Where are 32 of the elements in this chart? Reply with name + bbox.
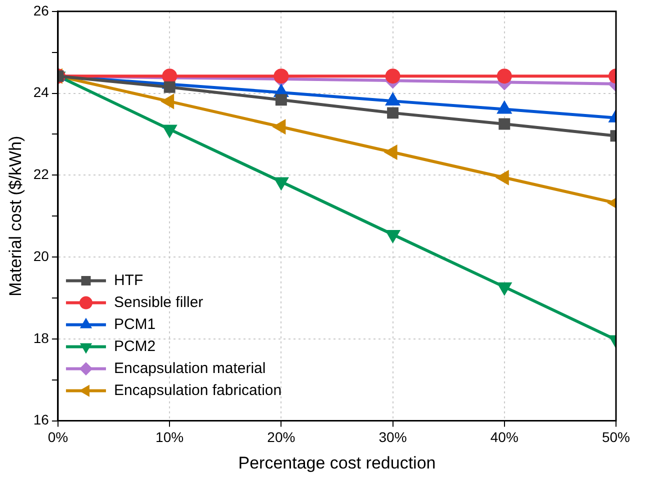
legend-label: PCM1 — [114, 316, 156, 333]
point — [164, 81, 176, 93]
y-tick-label: 20 — [33, 248, 50, 264]
point — [274, 177, 288, 190]
point — [275, 94, 287, 106]
point — [274, 120, 286, 134]
legend-label: HTF — [114, 272, 144, 289]
point — [496, 170, 509, 184]
legend-label: Sensible filler — [114, 294, 204, 311]
x-tick-label: 20% — [267, 429, 296, 446]
x-tick-label: 10% — [156, 429, 184, 446]
y-tick-label: 22 — [33, 166, 50, 182]
point — [162, 124, 176, 137]
x-axis-title: Percentage cost reduction — [238, 453, 436, 472]
point — [274, 68, 289, 84]
point — [386, 94, 400, 106]
x-tick-label: 30% — [378, 429, 407, 446]
legend-label: Encapsulation material — [114, 360, 266, 377]
y-tick-label: 16 — [33, 412, 50, 428]
point — [385, 146, 398, 159]
y-axis-title: Material cost ($/kWh) — [6, 136, 25, 296]
legend-label: Encapsulation fabrication — [114, 382, 282, 399]
x-tick-label: 0% — [48, 429, 68, 446]
legend-label: PCM2 — [114, 338, 156, 355]
y-tick-label: 24 — [33, 84, 50, 100]
y-tick-label: 26 — [33, 2, 50, 18]
y-tick-label: 18 — [33, 330, 50, 346]
point — [386, 230, 400, 242]
point — [387, 107, 399, 119]
x-tick-label: 50% — [602, 429, 630, 446]
point — [385, 68, 400, 84]
x-tick-label: 40% — [490, 429, 518, 446]
